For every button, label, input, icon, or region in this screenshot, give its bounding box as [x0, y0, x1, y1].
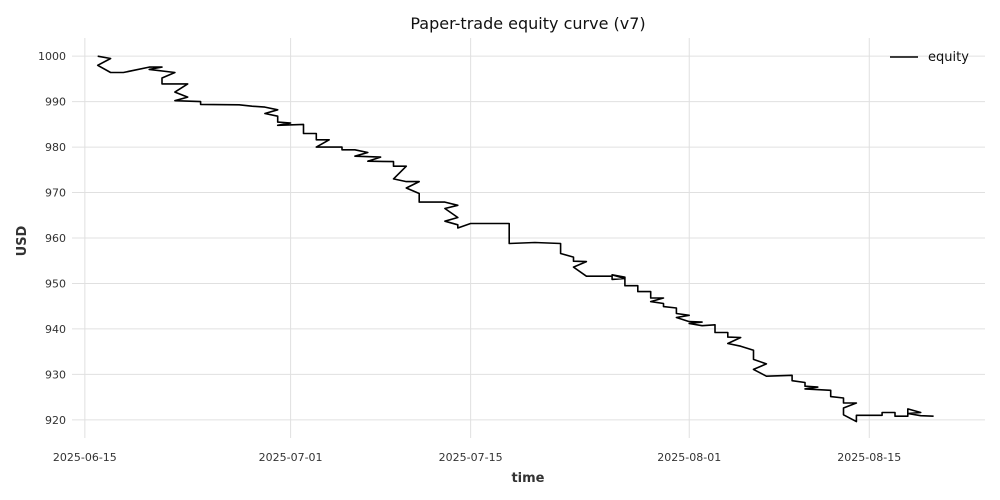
y-tick-label: 920: [45, 414, 66, 427]
x-tick-label: 2025-08-01: [657, 451, 721, 464]
y-tick-label: 980: [45, 141, 66, 154]
x-tick-label: 2025-08-15: [837, 451, 901, 464]
y-axis-ticks: 920 930 940 950 960 970 980 990 1000: [38, 50, 66, 427]
x-axis-label: time: [511, 471, 544, 486]
y-tick-label: 990: [45, 96, 66, 109]
y-tick-label: 950: [45, 277, 66, 290]
y-tick-label: 930: [45, 368, 66, 381]
y-tick-label: 940: [45, 323, 66, 336]
chart-title: Paper-trade equity curve (v7): [410, 14, 645, 33]
legend: equity: [890, 50, 969, 65]
legend-label-equity: equity: [928, 50, 969, 65]
x-tick-label: 2025-07-01: [259, 451, 323, 464]
grid-lines: [72, 38, 985, 438]
y-tick-label: 1000: [38, 50, 66, 63]
series-line-equity: [96, 55, 934, 423]
y-tick-label: 960: [45, 232, 66, 245]
y-tick-label: 970: [45, 187, 66, 200]
y-axis-label: USD: [15, 225, 30, 256]
x-tick-label: 2025-06-15: [53, 451, 117, 464]
x-tick-label: 2025-07-15: [439, 451, 503, 464]
x-axis-ticks: 2025-06-15 2025-07-01 2025-07-15 2025-08-01…: [53, 451, 901, 464]
